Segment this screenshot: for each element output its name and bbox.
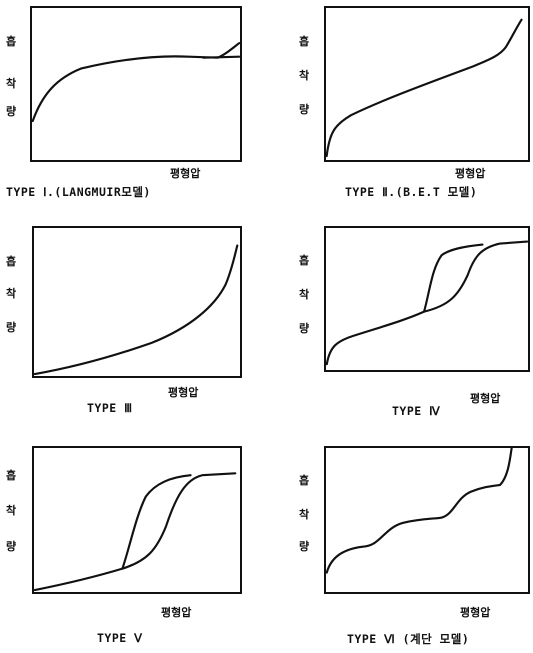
plot-frame-type-2 [324, 6, 530, 162]
y-axis-label-char-3: 량 [299, 540, 310, 553]
y-axis-label-char-3: 량 [6, 540, 17, 553]
x-axis-label: 평형압 [161, 606, 192, 619]
y-axis-label-char-1: 흡 [6, 35, 17, 48]
plot-frame-type-4 [324, 226, 530, 372]
x-axis-label: 평형압 [470, 392, 501, 405]
y-axis-label-char-2: 착 [299, 288, 310, 301]
y-axis-label-char-1: 흡 [299, 35, 310, 48]
y-axis-label-char-2: 착 [6, 287, 17, 300]
panel-caption-type-3: TYPE Ⅲ [87, 401, 133, 415]
plot-frame-type-3 [32, 226, 242, 378]
isotherm-curve-plot-type-2 [325, 18, 523, 158]
panel-caption-type-5: TYPE Ⅴ [97, 631, 143, 645]
panel-caption-type-4: TYPE Ⅳ [392, 404, 441, 418]
isotherm-curve-plot-type-1 [31, 42, 241, 123]
plot-frame-type-6 [324, 446, 530, 594]
isotherm-curve-type-1-branch [202, 55, 241, 59]
isotherm-curve-type-5-desorption [121, 474, 192, 570]
y-axis-label-char-2: 착 [6, 504, 17, 517]
isotherm-curve-type-4-desorption [423, 243, 484, 313]
y-axis-label-char-3: 량 [6, 105, 17, 118]
isotherm-curve-type-2 [325, 18, 523, 158]
isotherm-curve-type-6 [325, 446, 513, 574]
isotherm-curve-plot-type-3 [33, 244, 239, 376]
isotherm-curve-plot-type-5 [33, 472, 237, 592]
isotherm-curve-type-5-adsorption [33, 472, 237, 592]
panel-caption-type-2: TYPE Ⅱ.(B.E.T 모델) [345, 185, 478, 199]
y-axis-label-char-1: 흡 [6, 255, 17, 268]
y-axis-label-char-2: 착 [6, 77, 17, 90]
panel-caption-type-1: TYPE Ⅰ.(LANGMUIR모델) [6, 185, 151, 199]
plot-frame-type-1 [30, 6, 242, 162]
isotherm-curve-plot-type-4 [325, 240, 529, 366]
panel-caption-type-6: TYPE Ⅵ (계단 모델) [347, 632, 470, 646]
isotherm-curve-type-3 [33, 244, 239, 376]
x-axis-label: 평형압 [170, 167, 201, 180]
y-axis-label-char-3: 량 [299, 103, 310, 116]
x-axis-label: 평형압 [460, 606, 491, 619]
y-axis-label-char-2: 착 [299, 508, 310, 521]
x-axis-label: 평형압 [455, 167, 486, 180]
y-axis-label-char-1: 흡 [299, 474, 310, 487]
plot-frame-type-5 [32, 446, 242, 594]
isotherm-curve-plot-type-6 [325, 446, 513, 574]
y-axis-label-char-2: 착 [299, 69, 310, 82]
y-axis-label-char-3: 량 [299, 322, 310, 335]
isotherm-curve-type-1 [31, 42, 241, 123]
y-axis-label-char-1: 흡 [299, 254, 310, 267]
y-axis-label-char-1: 흡 [6, 469, 17, 482]
y-axis-label-char-3: 량 [6, 321, 17, 334]
x-axis-label: 평형압 [168, 386, 199, 399]
